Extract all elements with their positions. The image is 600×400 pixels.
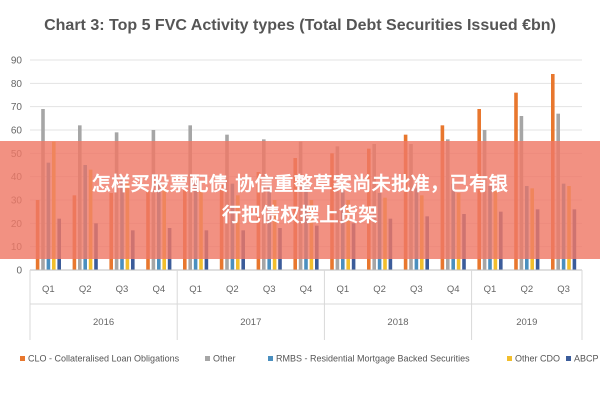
y-tick-label: 90 [11,56,23,67]
x-tick-label: Q3 [557,284,570,295]
legend-swatch [205,356,210,361]
x-tick-label: Q3 [116,284,129,295]
x-axis: Q1 Q2 Q3 Q4 Q1 Q2 Q3 Q4 Q1 Q2 Q3 Q4 Q1 Q2 Q3 2016 2017 20… [29,269,583,340]
x-tick-label: Q1 [336,284,349,295]
x-tick-label: Q3 [263,284,276,295]
headline-line-1: 怎样买股票配债 协信重整草案尚未批准，已有银 [91,173,509,195]
x-group-label: 2019 [516,317,537,328]
legend-label: Other [213,354,236,364]
legend-label: RMBS - Residential Mortgage Backed Secur… [276,354,470,364]
x-tick-label: Q1 [484,284,497,295]
legend-label: CLO - Collateralised Loan Obligations [28,354,180,364]
headline-line-2: 行把债权摆上货架 [221,204,378,226]
x-group-label: 2018 [387,317,408,328]
legend-label: ABCP [574,354,599,364]
legend-swatch [566,356,571,361]
y-tick-label: 80 [11,79,23,90]
legend-swatch [20,356,25,361]
x-tick-label: Q1 [189,284,202,295]
legend-label: Other CDO [515,354,560,364]
legend: CLO - Collateralised Loan Obligations Oth… [20,354,599,364]
x-tick-label: Q1 [42,284,55,295]
x-tick-label: Q2 [226,284,239,295]
x-tick-label: Q4 [447,284,460,295]
headline-banner[interactable]: 怎样买股票配债 协信重整草案尚未批准，已有银 行把债权摆上货架 [0,141,600,259]
legend-swatch [268,356,273,361]
y-tick-label: 0 [16,266,22,277]
y-tick-label: 70 [11,102,23,113]
x-group-label: 2017 [240,317,261,328]
chart-title: Chart 3: Top 5 FVC Activity types (Total… [44,17,556,34]
x-tick-label: Q4 [152,284,165,295]
x-group-label: 2016 [93,317,114,328]
legend-swatch [507,356,512,361]
x-tick-label: Q4 [300,284,313,295]
x-tick-label: Q2 [373,284,386,295]
headline-text[interactable]: 怎样买股票配债 协信重整草案尚未批准，已有银 行把债权摆上货架 [92,169,509,231]
x-tick-label: Q2 [520,284,533,295]
x-tick-label: Q3 [410,284,423,295]
y-tick-label: 60 [11,126,23,137]
x-tick-label: Q2 [79,284,92,295]
